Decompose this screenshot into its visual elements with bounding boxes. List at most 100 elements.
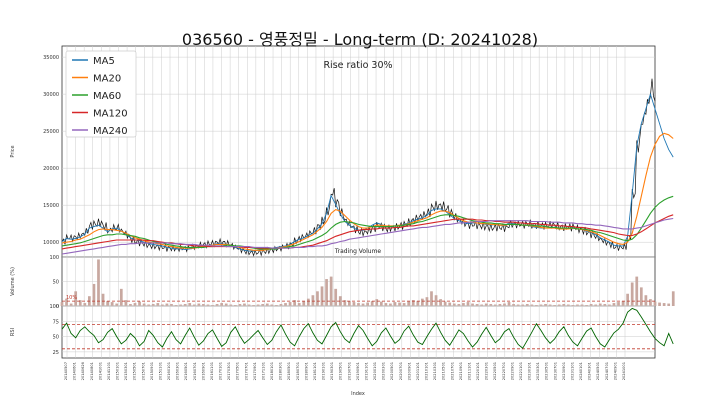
- volume-bar: [233, 305, 237, 306]
- volume-bar: [261, 304, 265, 306]
- volume-bar: [188, 303, 192, 306]
- x-tick-label: 20200101: [373, 362, 377, 380]
- volume-bar: [635, 276, 639, 306]
- legend-label: MA5: [93, 56, 115, 67]
- x-tick-label: 20190901: [356, 362, 360, 380]
- volume-bar: [662, 303, 666, 306]
- volume-bar: [626, 293, 629, 306]
- x-tick-label: 20170301: [227, 362, 231, 380]
- volume-tick-label: 100: [49, 255, 59, 261]
- x-tick-label: 20230501: [545, 362, 549, 380]
- volume-bar: [348, 301, 351, 306]
- volume-bar: [434, 295, 438, 306]
- volume-bar: [621, 301, 625, 306]
- rsi-line: [61, 307, 674, 349]
- volume-bar: [247, 304, 251, 306]
- volume-bar: [489, 304, 493, 306]
- x-tick-label: 20200301: [382, 362, 386, 380]
- volume-bar: [297, 303, 301, 306]
- volume-bar: [589, 304, 593, 306]
- volume-bar: [156, 303, 160, 306]
- volume-bar: [521, 304, 525, 306]
- x-tick-label: 20210101: [425, 362, 429, 380]
- volume-bar: [421, 298, 424, 306]
- legend-label: MA120: [93, 109, 128, 120]
- volume-bar: [316, 291, 319, 306]
- x-tick-label: 20190301: [330, 362, 334, 380]
- x-tick-label: 20231101: [571, 362, 575, 380]
- volume-bar: [562, 304, 566, 306]
- volume-bar: [119, 288, 123, 306]
- x-tick-label: 20160501: [184, 362, 188, 380]
- volume-bar: [279, 304, 283, 306]
- x-tick-label: 20210301: [433, 362, 437, 380]
- volume-bar: [617, 302, 620, 306]
- x-tick-label: 20190101: [322, 362, 326, 380]
- volume-bar: [65, 298, 68, 306]
- volume-bar: [361, 303, 365, 306]
- volume-bar: [644, 295, 648, 306]
- x-tick-label: 20220501: [493, 362, 497, 380]
- volume-bar: [658, 302, 661, 306]
- volume-bar: [671, 291, 675, 306]
- rsi-tick-label: 100: [49, 304, 59, 310]
- volume-bar: [416, 301, 420, 306]
- x-tick-label: 20210901: [459, 362, 463, 380]
- volume-bar: [161, 304, 164, 306]
- x-tick-label: 20141101: [107, 362, 111, 380]
- volume-bar: [306, 298, 310, 306]
- volume-bar: [142, 303, 146, 306]
- x-tick-label: 20150501: [133, 362, 137, 380]
- volume-bar: [97, 259, 100, 306]
- rsi-tick-label: 75: [53, 319, 59, 325]
- volume-bar: [320, 286, 324, 306]
- x-tick-label: 20230701: [553, 362, 557, 380]
- x-tick-label: 20200501: [390, 362, 394, 380]
- x-tick-label: 20160901: [201, 362, 205, 380]
- volume-bar: [133, 303, 137, 306]
- x-tick-label: 20220901: [510, 362, 514, 380]
- x-tick-label: 20171101: [261, 362, 265, 380]
- x-tick-label: 20140507: [64, 362, 68, 380]
- volume-bar: [293, 300, 296, 306]
- x-tick-label: 20170701: [244, 362, 248, 380]
- volume-bar: [439, 299, 442, 306]
- volume-bar: [343, 300, 347, 306]
- x-tick-label: 20150901: [150, 362, 154, 380]
- volume-bar: [653, 301, 657, 306]
- x-tick-label: 20140601: [73, 362, 77, 380]
- volume-bar: [129, 304, 132, 306]
- volume-bar: [124, 300, 128, 306]
- x-tick-label: 20211101: [468, 362, 472, 380]
- price-tick-label: 30000: [43, 92, 59, 98]
- volume-bar: [462, 303, 465, 306]
- volume-bar: [553, 305, 557, 306]
- volume-bar: [215, 304, 219, 306]
- volume-bar: [580, 304, 584, 306]
- volume-bar: [329, 276, 333, 306]
- volume-bar: [471, 303, 474, 306]
- volume-bar: [311, 295, 315, 306]
- volume-bar: [544, 304, 547, 306]
- volume-bar: [275, 305, 278, 306]
- volume-bar: [174, 305, 178, 306]
- volume-bar: [370, 301, 374, 306]
- volume-bar: [265, 303, 269, 306]
- volume-bar: [530, 304, 534, 306]
- volume-bar: [101, 293, 105, 306]
- volume-bar: [493, 304, 497, 306]
- volume-bar: [576, 304, 579, 306]
- volume-bar: [503, 303, 506, 306]
- volume-bar: [535, 305, 538, 306]
- x-tick-label: 20140801: [90, 362, 94, 380]
- x-tick-label: 20220301: [485, 362, 489, 380]
- volume-bar: [379, 301, 383, 306]
- x-tick-label: 20170501: [236, 362, 240, 380]
- volume-bar: [443, 301, 447, 306]
- x-tick-label: 20180901: [304, 362, 308, 380]
- price-tick-label: 25000: [43, 129, 59, 135]
- volume-bar: [457, 304, 461, 306]
- volume-bar: [649, 299, 652, 306]
- volume-bar: [78, 300, 82, 306]
- volume-bar: [288, 302, 292, 306]
